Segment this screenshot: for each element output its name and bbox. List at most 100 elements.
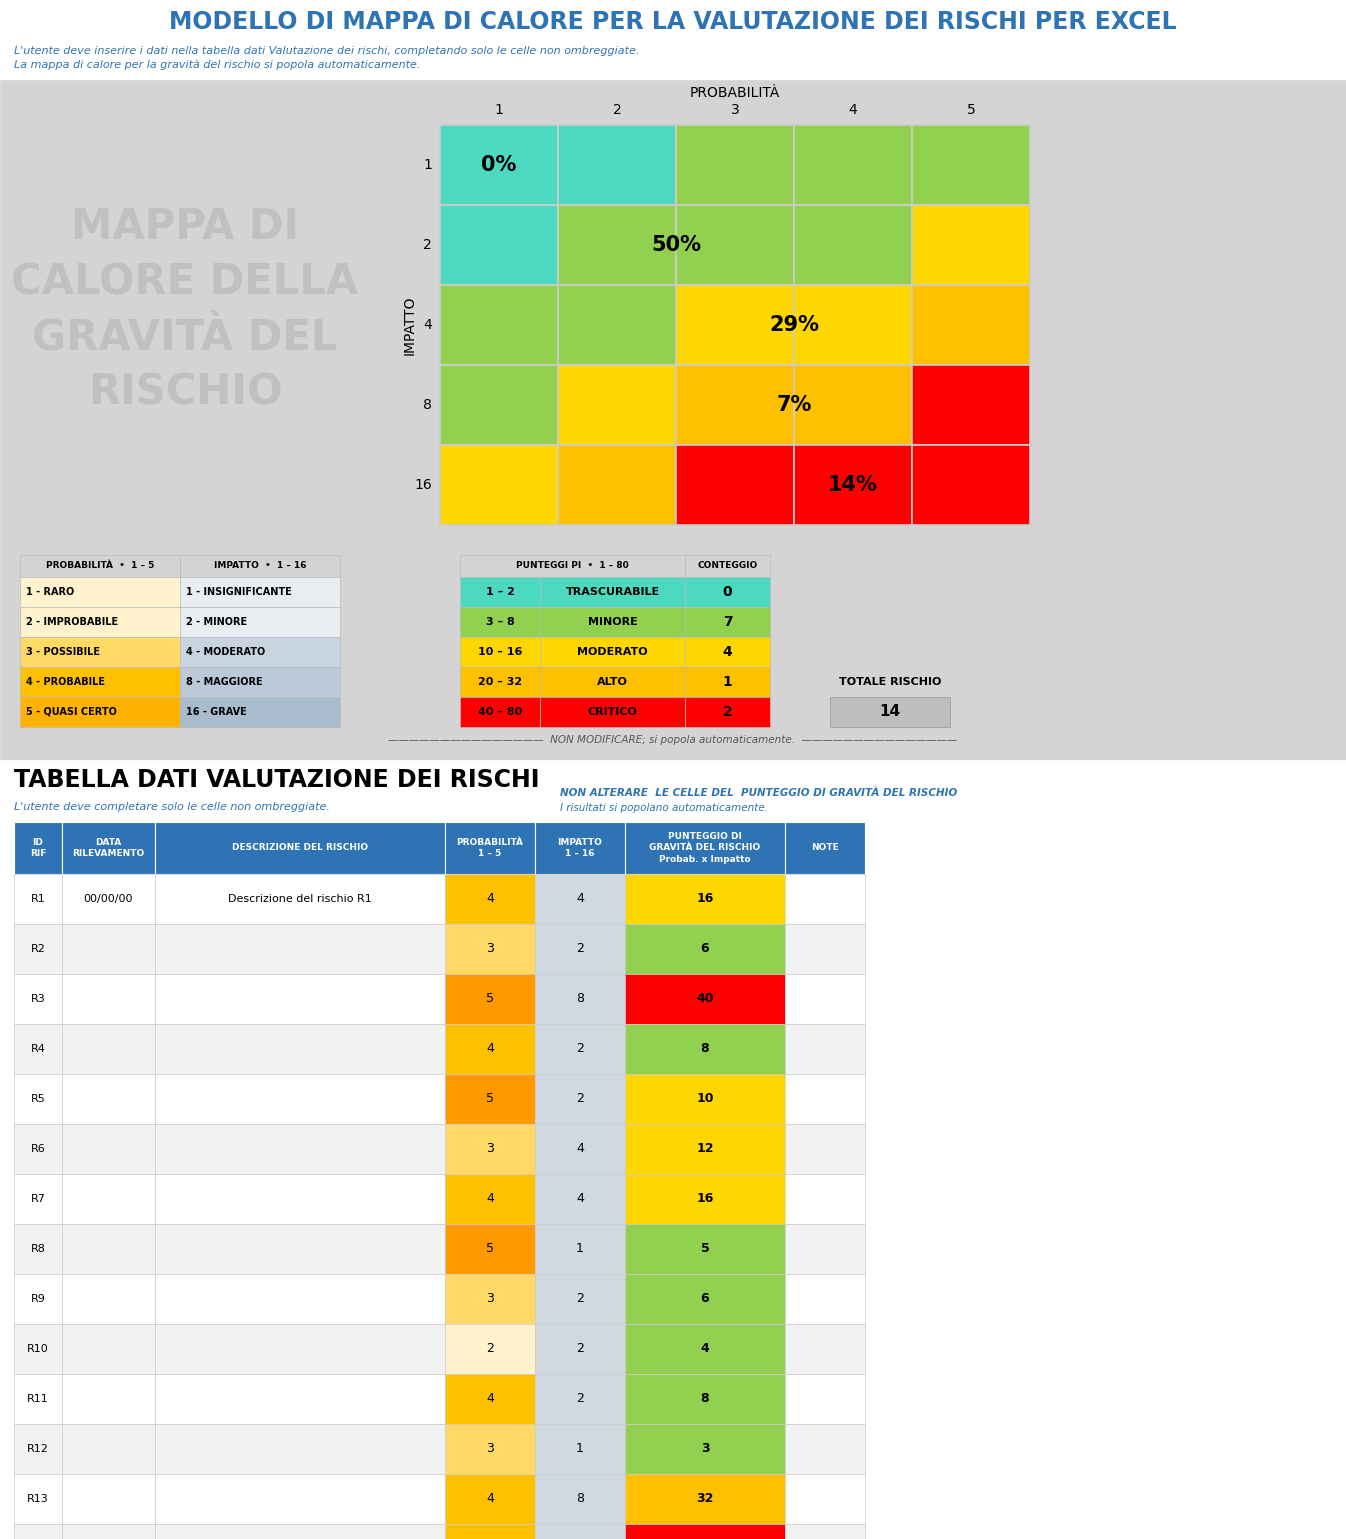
Bar — [155, 923, 446, 974]
Bar — [534, 1224, 625, 1274]
Bar — [460, 606, 540, 637]
Text: 2: 2 — [576, 1342, 584, 1356]
Text: R6: R6 — [31, 1143, 46, 1154]
Bar — [534, 874, 625, 923]
Bar — [625, 1123, 785, 1174]
Bar — [62, 874, 155, 923]
Text: TABELLA DATI VALUTAZIONE DEI RISCHI: TABELLA DATI VALUTAZIONE DEI RISCHI — [13, 768, 540, 793]
Bar — [13, 1274, 62, 1324]
Text: R12: R12 — [27, 1444, 48, 1454]
Bar — [685, 577, 770, 606]
Text: 1 - INSIGNIFICANTE: 1 - INSIGNIFICANTE — [186, 586, 292, 597]
Bar — [446, 1023, 534, 1074]
Bar — [62, 1324, 155, 1374]
Bar — [446, 822, 534, 874]
Bar — [62, 1123, 155, 1174]
Bar — [62, 1524, 155, 1539]
Text: 16: 16 — [696, 1193, 713, 1205]
Bar — [913, 205, 1030, 285]
Bar — [540, 637, 685, 666]
Text: R10: R10 — [27, 1344, 48, 1354]
Bar — [62, 1224, 155, 1274]
Text: 5: 5 — [486, 993, 494, 1005]
Bar — [685, 666, 770, 697]
Bar — [785, 1524, 865, 1539]
Bar — [155, 1023, 446, 1074]
Bar — [913, 365, 1030, 445]
Bar — [534, 974, 625, 1023]
Text: ———————————————  NON MODIFICARE; si popola automaticamente.  ———————————————: ——————————————— NON MODIFICARE; si popol… — [389, 736, 957, 745]
Bar — [62, 1174, 155, 1224]
Text: 8: 8 — [576, 993, 584, 1005]
Text: 00/00/00: 00/00/00 — [83, 894, 133, 903]
Bar — [446, 974, 534, 1023]
Bar — [559, 285, 676, 365]
Bar — [794, 125, 913, 205]
Text: R5: R5 — [31, 1094, 46, 1103]
Text: MAPPA DI
CALORE DELLA
GRAVITÀ DEL
RISCHIO: MAPPA DI CALORE DELLA GRAVITÀ DEL RISCHI… — [11, 206, 358, 414]
Bar — [785, 1324, 865, 1374]
Bar — [913, 125, 1030, 205]
Text: 7: 7 — [723, 616, 732, 629]
Text: PROBABILITÀ: PROBABILITÀ — [690, 86, 781, 100]
Text: DESCRIZIONE DEL RISCHIO: DESCRIZIONE DEL RISCHIO — [232, 843, 367, 853]
Text: 2: 2 — [576, 942, 584, 956]
Bar — [625, 1023, 785, 1074]
Text: 3: 3 — [731, 103, 739, 117]
Text: 4: 4 — [486, 1042, 494, 1056]
Text: 4: 4 — [576, 1193, 584, 1205]
Text: 4: 4 — [701, 1342, 709, 1356]
Bar — [785, 1424, 865, 1474]
Bar — [559, 445, 676, 525]
Bar — [913, 285, 1030, 365]
Bar — [155, 1474, 446, 1524]
Text: ALTO: ALTO — [598, 677, 629, 686]
Bar — [534, 1524, 625, 1539]
Bar — [180, 697, 341, 726]
Bar — [446, 923, 534, 974]
Bar — [13, 1324, 62, 1374]
Text: 4: 4 — [576, 893, 584, 905]
Text: 3: 3 — [486, 942, 494, 956]
Bar — [460, 637, 540, 666]
Text: ID
RIF: ID RIF — [30, 837, 46, 859]
Text: 16: 16 — [696, 893, 713, 905]
Text: CRITICO: CRITICO — [588, 706, 638, 717]
Text: 8 - MAGGIORE: 8 - MAGGIORE — [186, 677, 262, 686]
Text: R11: R11 — [27, 1394, 48, 1404]
Bar — [685, 556, 770, 577]
Bar — [460, 577, 540, 606]
Bar — [785, 1374, 865, 1424]
Text: 5: 5 — [486, 1242, 494, 1256]
Text: 2: 2 — [576, 1393, 584, 1405]
Bar — [534, 1374, 625, 1424]
Bar — [534, 1474, 625, 1524]
Text: 1: 1 — [576, 1242, 584, 1256]
Text: 4: 4 — [486, 893, 494, 905]
Bar — [794, 205, 913, 285]
Text: R9: R9 — [31, 1294, 46, 1304]
Bar — [155, 1224, 446, 1274]
Text: 6: 6 — [701, 942, 709, 956]
Text: 2: 2 — [486, 1342, 494, 1356]
Text: PUNTEGGIO DI
GRAVITÀ DEL RISCHIO
Probab. x Impatto: PUNTEGGIO DI GRAVITÀ DEL RISCHIO Probab.… — [649, 833, 760, 863]
Text: 0: 0 — [723, 585, 732, 599]
Text: 1: 1 — [423, 159, 432, 172]
Text: R2: R2 — [31, 943, 46, 954]
Text: 5 - QUASI CERTO: 5 - QUASI CERTO — [26, 706, 117, 717]
Bar — [676, 125, 794, 205]
Bar — [794, 365, 913, 445]
Text: IMPATTO: IMPATTO — [402, 295, 417, 356]
Bar — [155, 974, 446, 1023]
Bar — [559, 205, 676, 285]
Bar — [155, 1524, 446, 1539]
Bar — [625, 1324, 785, 1374]
Text: 20 – 32: 20 – 32 — [478, 677, 522, 686]
Text: 4: 4 — [423, 319, 432, 332]
Bar — [62, 1424, 155, 1474]
Bar — [13, 1123, 62, 1174]
Bar — [13, 1023, 62, 1074]
Bar — [20, 666, 180, 697]
Text: 5: 5 — [966, 103, 976, 117]
Text: 40 – 80: 40 – 80 — [478, 706, 522, 717]
